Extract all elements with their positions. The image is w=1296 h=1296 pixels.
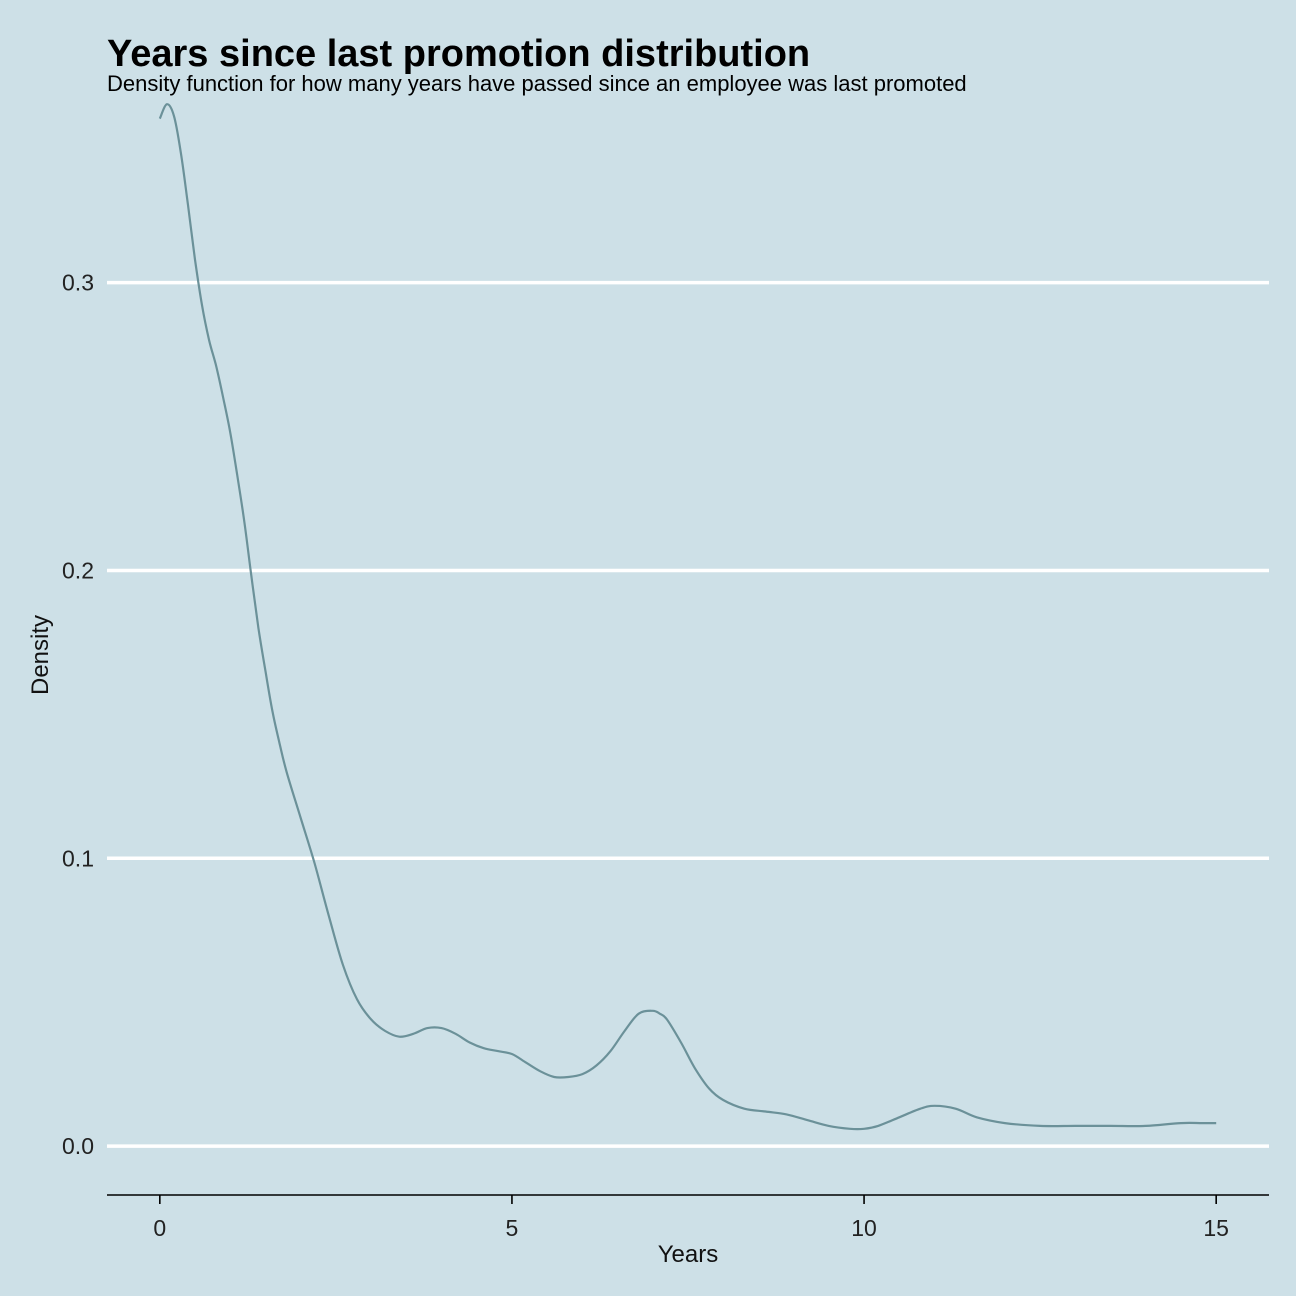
x-axis-ticks: 0 5 10 15 <box>153 1195 1229 1241</box>
y-axis-label: Density <box>27 615 54 695</box>
density-line <box>158 103 1217 1131</box>
x-tick-label: 10 <box>851 1215 877 1241</box>
x-tick-label: 5 <box>506 1215 519 1241</box>
y-tick-label: 0.1 <box>62 845 94 871</box>
series-layer <box>158 103 1217 1131</box>
chart-title: Years since last promotion distribution <box>107 33 810 75</box>
x-tick-label: 15 <box>1203 1215 1229 1241</box>
x-axis-label: Years <box>658 1241 719 1268</box>
y-tick-label: 0.2 <box>62 557 94 583</box>
chart-subtitle: Density function for how many years have… <box>107 71 967 96</box>
y-tick-label: 0.3 <box>62 270 94 296</box>
gridlines <box>107 280 1269 1148</box>
x-tick-label: 0 <box>153 1215 166 1241</box>
y-tick-label: 0.0 <box>62 1133 94 1159</box>
y-axis-ticks: 0.0 0.1 0.2 0.3 <box>62 270 94 1159</box>
